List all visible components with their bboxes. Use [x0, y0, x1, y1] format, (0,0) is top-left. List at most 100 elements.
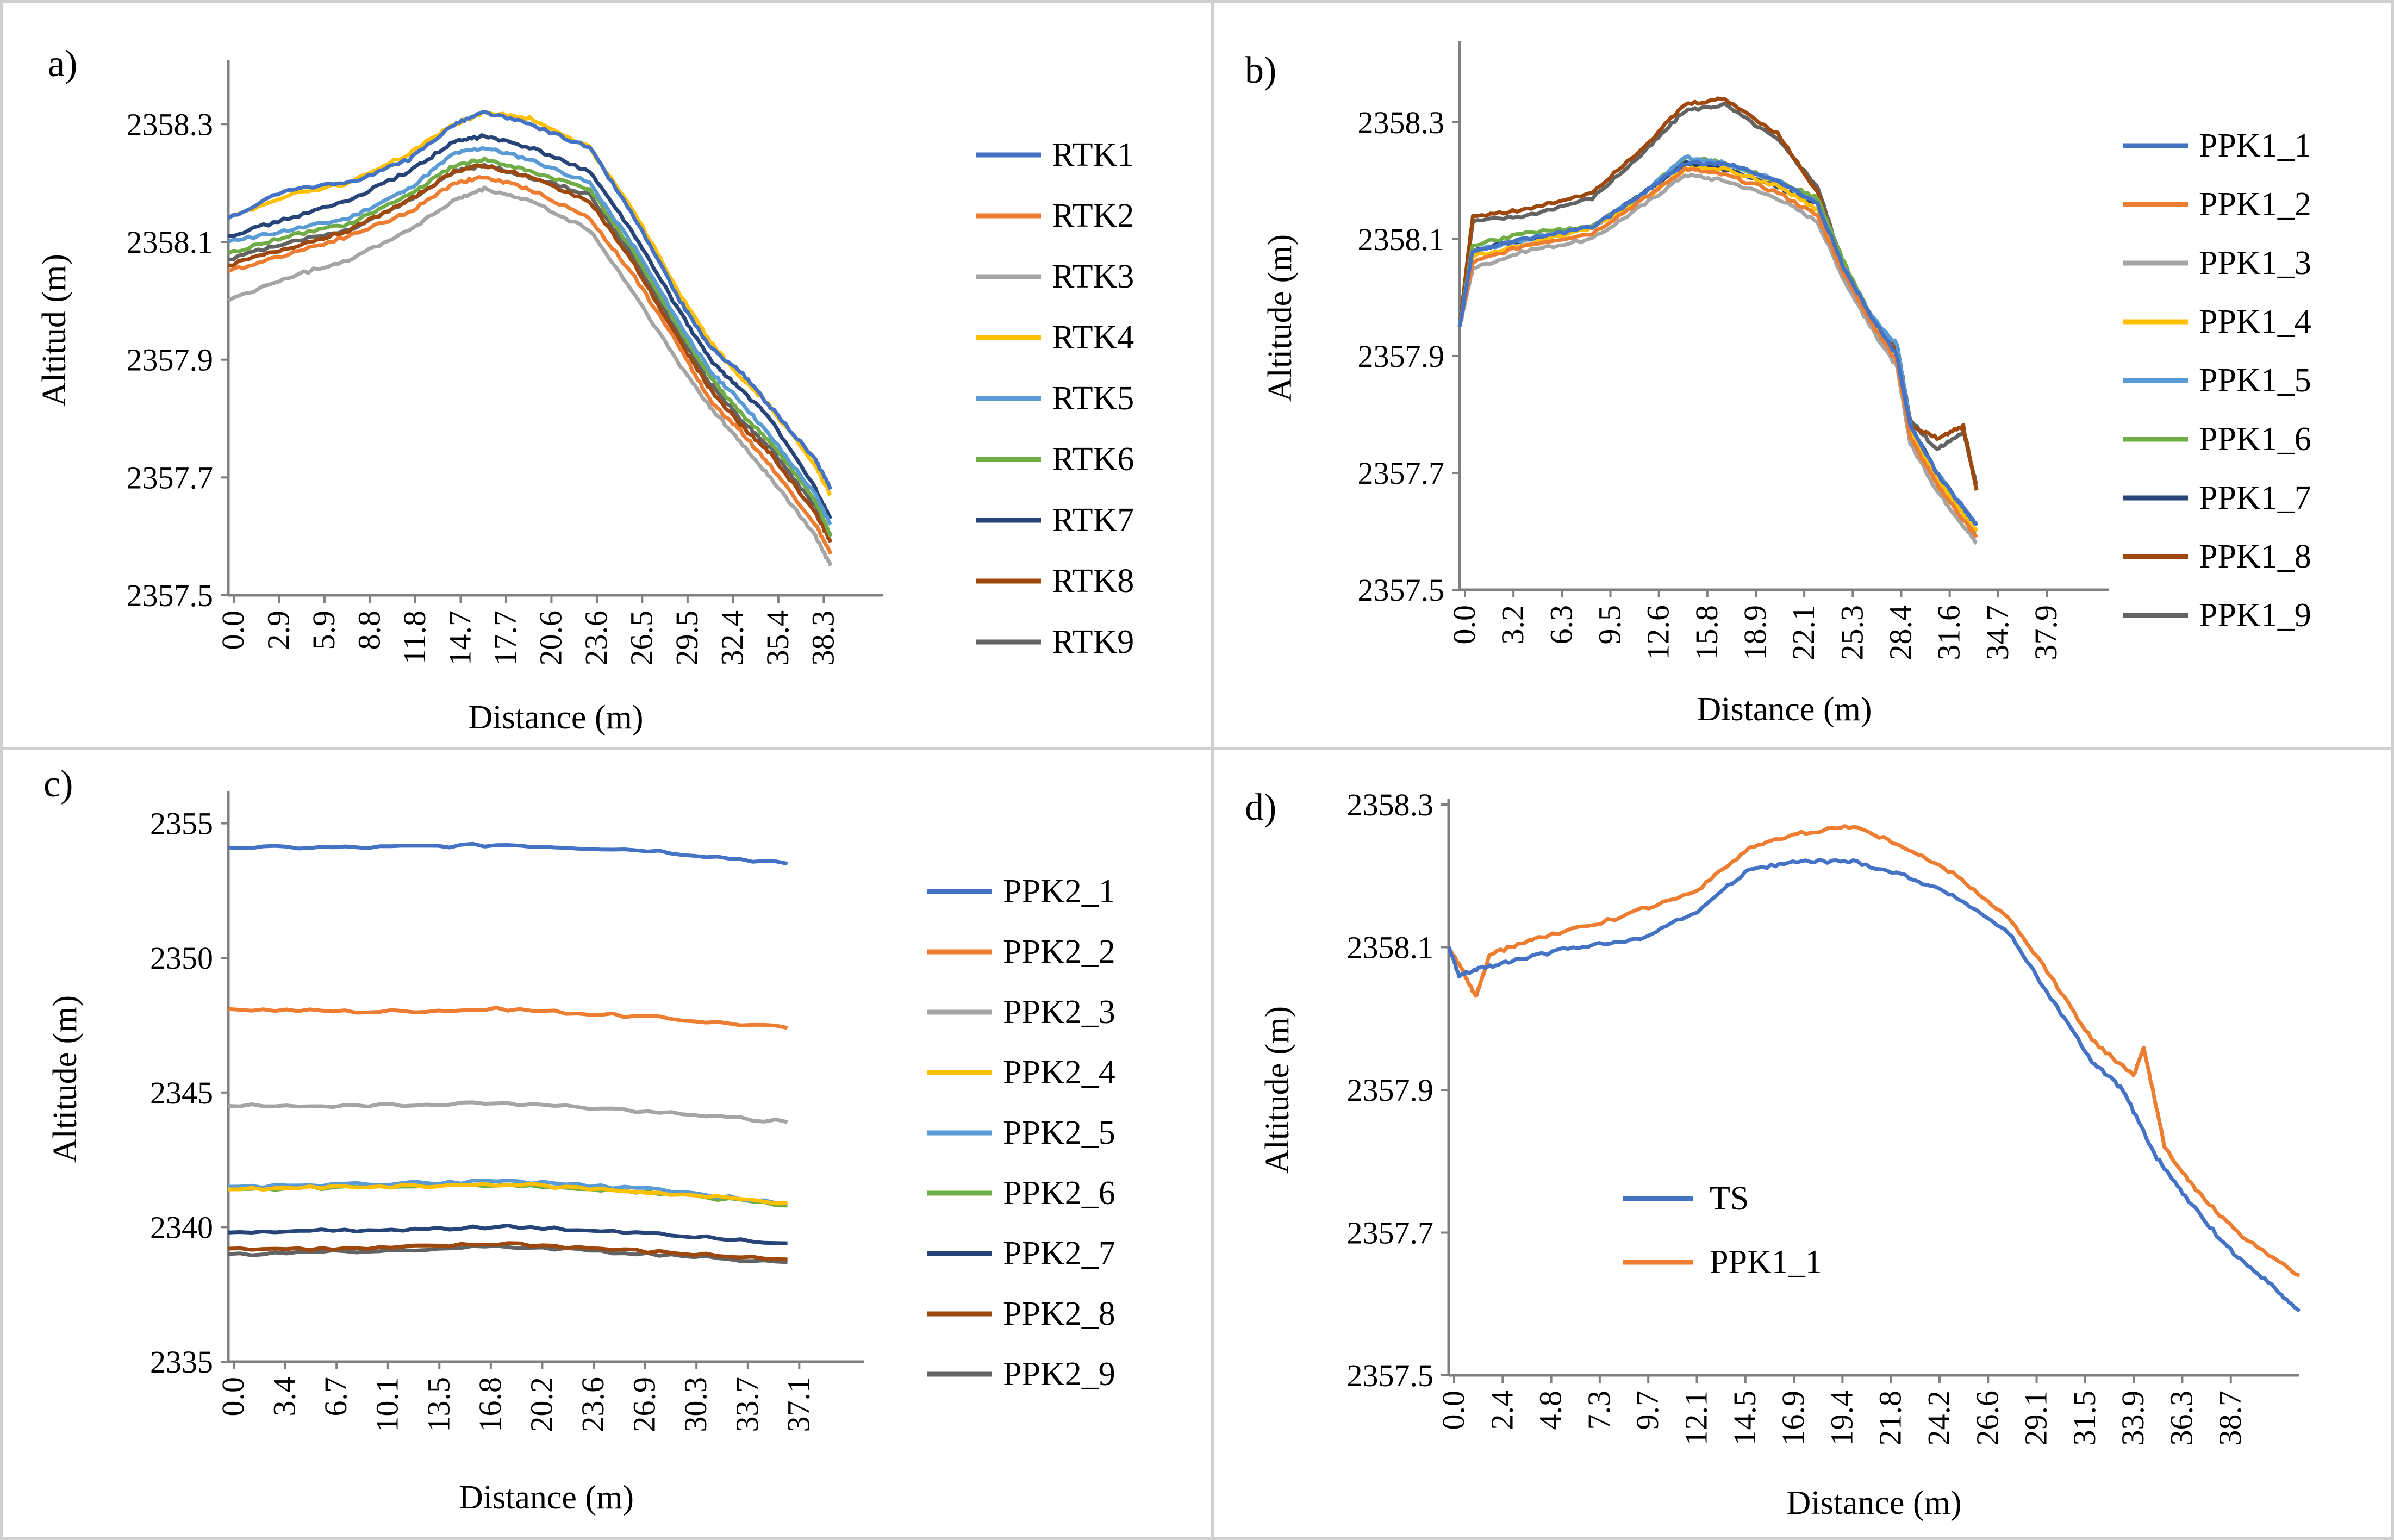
legend-label: PPK1_6 [2199, 421, 2311, 458]
series-line-ppk2-8 [228, 1241, 788, 1262]
series-line-rtk8 [228, 164, 833, 543]
y-tick-label: 2357.7 [1358, 456, 1445, 491]
x-tick-label: 16.9 [1775, 1391, 1811, 1446]
legend: TS PPK1_1 [1623, 1180, 1822, 1281]
x-tick-label: 12.1 [1678, 1391, 1713, 1446]
legend-label: RTK5 [1052, 380, 1134, 417]
legend-label: PPK1_9 [2199, 597, 2311, 634]
x-axis-title: Distance (m) [459, 1479, 634, 1516]
y-tick-label: 2345 [150, 1075, 213, 1111]
x-tick-label: 32.4 [714, 610, 750, 666]
x-tick-label: 26.6 [1969, 1391, 2005, 1446]
x-tick-label: 10.1 [370, 1377, 405, 1432]
series-line-ppk1-4 [1457, 165, 1979, 532]
y-tick-label: 2358.3 [1347, 787, 1434, 822]
x-tick-label: 33.9 [2115, 1391, 2150, 1446]
x-tick-label: 38.3 [805, 610, 840, 666]
x-tick-label: 13.5 [421, 1377, 456, 1432]
y-tick-label: 2335 [150, 1344, 213, 1380]
x-tick-label: 26.9 [627, 1377, 662, 1432]
legend-label: RTK7 [1052, 502, 1134, 539]
legend-label: TS [1710, 1180, 1749, 1217]
series-line-rtk1 [227, 110, 833, 490]
x-tick-label: 30.3 [678, 1377, 713, 1432]
x-tick-label: 0.0 [215, 610, 251, 650]
y-tick-label: 2358.1 [1358, 222, 1445, 257]
y-tick-label: 2358.1 [127, 225, 214, 260]
series-line-ts [1447, 858, 2301, 1313]
legend-label: PPK2_4 [1003, 1054, 1115, 1091]
y-tick-label: 2350 [150, 940, 213, 976]
legend-label: RTK6 [1052, 441, 1134, 478]
legend-label: RTK8 [1052, 563, 1134, 600]
y-tick-label: 2358.1 [1347, 930, 1434, 965]
series-group [227, 110, 833, 566]
x-tick-label: 0.0 [1436, 1391, 1471, 1430]
x-tick-label: 9.7 [1630, 1391, 1665, 1430]
legend-label: PPK2_1 [1003, 873, 1115, 910]
series-line-ppk1-2 [1457, 166, 1979, 539]
legend-label: PPK1_1 [2199, 127, 2311, 164]
x-tick-label: 6.3 [1543, 605, 1579, 645]
legend: PPK1_1 PPK1_2 PPK1_3 PPK1_4 PPK1_5 PPK1_6 PPK1… [2123, 127, 2311, 634]
x-tick-label: 37.1 [781, 1377, 816, 1432]
panel-label: c) [43, 763, 73, 805]
y-tick-label: 2357.9 [1347, 1073, 1434, 1108]
x-tick-label: 23.6 [575, 1377, 610, 1432]
x-tick-label: 33.7 [730, 1377, 765, 1432]
legend-label: RTK4 [1052, 319, 1134, 356]
x-tick-label: 8.8 [351, 610, 386, 650]
legend-label: PPK2_7 [1003, 1235, 1115, 1272]
x-tick-label: 20.2 [523, 1377, 559, 1432]
legend-label: PPK2_8 [1003, 1295, 1115, 1332]
x-tick-label: 35.4 [760, 610, 795, 666]
y-tick-label: 2357.5 [1347, 1358, 1434, 1393]
x-tick-label: 15.8 [1689, 605, 1724, 660]
series-line-ppk2-7 [228, 1224, 788, 1245]
y-tick-label: 2358.3 [1358, 105, 1445, 140]
x-tick-label: 7.3 [1581, 1391, 1617, 1430]
x-axis-title: Distance (m) [1787, 1485, 1962, 1522]
x-tick-label: 6.7 [318, 1377, 353, 1417]
panel-d: d) 2357.5 2357.7 2357.9 2358.1 2358.3 0.0 2.4 4.… [1245, 787, 2301, 1522]
x-tick-label: 17.7 [488, 610, 523, 666]
x-tick-label: 23.6 [578, 610, 614, 666]
x-tick-label: 24.2 [1921, 1391, 1956, 1446]
panel-label: b) [1245, 49, 1276, 91]
panel-label: a) [48, 43, 77, 85]
series-line-ppk1-8 [1457, 96, 1979, 491]
x-tick-label: 12.6 [1641, 605, 1676, 660]
legend-label: PPK2_5 [1003, 1114, 1115, 1151]
legend-label: RTK2 [1052, 197, 1134, 234]
legend-label: PPK1_7 [2199, 479, 2311, 516]
x-tick-label: 29.1 [2018, 1391, 2054, 1446]
legend-label: PPK2_2 [1003, 933, 1115, 970]
series-line-ppk2-2 [228, 1006, 788, 1030]
y-tick-label: 2357.7 [127, 460, 214, 495]
x-tick-label: 4.8 [1533, 1391, 1568, 1430]
panel-b: b) 2357.5 2357.7 2357.9 2358.1 2358.3 0.0 3.2 6.… [1245, 41, 2311, 728]
series-line-rtk2 [227, 175, 833, 555]
series-line-ppk2-9 [228, 1244, 788, 1264]
x-tick-label: 31.5 [2067, 1391, 2102, 1446]
legend-label: PPK1_2 [2199, 186, 2311, 223]
x-tick-label: 14.7 [442, 610, 477, 666]
x-tick-label: 3.4 [267, 1377, 302, 1417]
x-axis-title: Distance (m) [469, 699, 644, 736]
y-axis-title: Altitude (m) [1259, 1006, 1296, 1174]
series-line-rtk3 [227, 185, 833, 566]
x-tick-label: 16.8 [472, 1377, 508, 1432]
legend-label: RTK1 [1052, 136, 1134, 173]
x-tick-label: 3.2 [1495, 605, 1530, 645]
x-tick-label: 37.9 [2028, 605, 2063, 660]
x-tick-label: 29.5 [669, 610, 705, 666]
legend-label: PPK1_5 [2199, 362, 2311, 399]
legend: PPK2_1 PPK2_2 PPK2_3 PPK2_4 PPK2_5 PPK2_6 PPK2… [927, 873, 1115, 1393]
series-line-ppk2-3 [228, 1100, 788, 1124]
legend-label: PPK1_8 [2199, 538, 2311, 575]
series-line-ppk2-5 [228, 1178, 788, 1205]
x-tick-label: 36.3 [2164, 1391, 2199, 1446]
x-tick-label: 2.4 [1484, 1391, 1519, 1430]
